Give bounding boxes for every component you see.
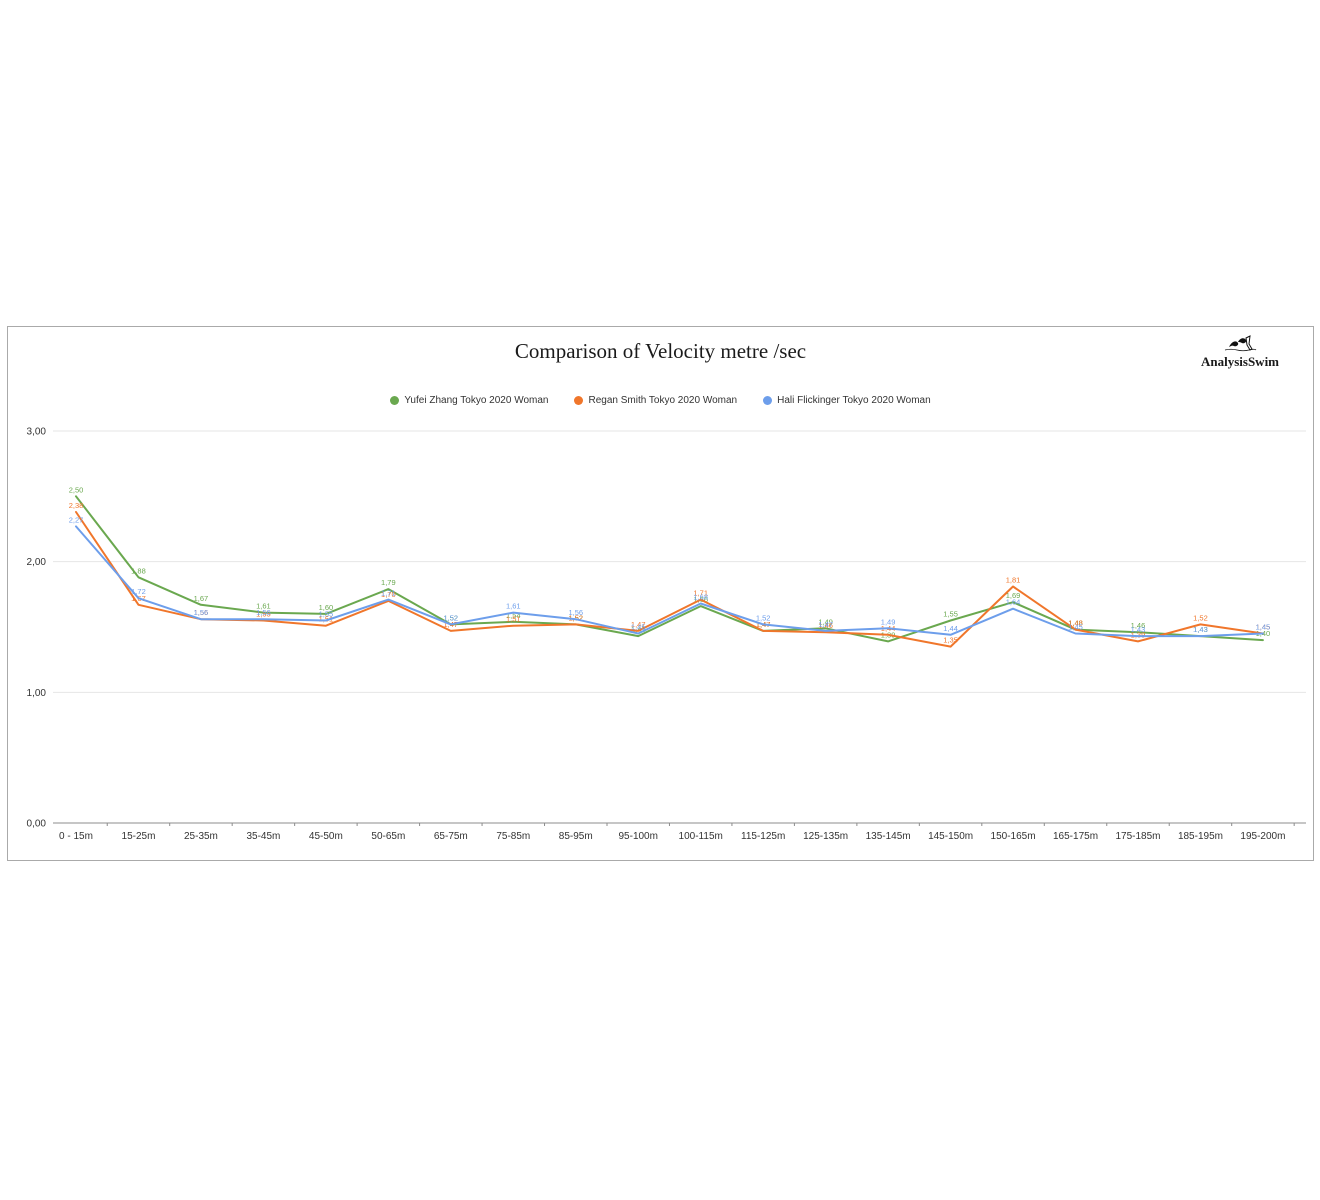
x-category-label: 50-65m <box>371 831 405 842</box>
x-category-label: 115-125m <box>741 831 785 842</box>
data-label: 1,45 <box>1256 623 1271 632</box>
data-label: 1,52 <box>444 613 459 622</box>
legend-dot <box>574 396 584 405</box>
data-label: 1,55 <box>943 609 958 618</box>
x-category-label: 95-100m <box>618 831 657 842</box>
data-label: 2,50 <box>69 485 84 494</box>
data-label: 1,46 <box>818 621 833 630</box>
chart-legend: Yufei Zhang Tokyo 2020 Woman Regan Smith … <box>8 395 1313 406</box>
analysisswim-logo: AnalysisSwim <box>1195 335 1285 371</box>
legend-dot <box>390 396 400 405</box>
data-label: 1,55 <box>319 609 334 618</box>
data-label: 1,81 <box>1006 575 1021 584</box>
legend-item-3[interactable]: Hali Flickinger Tokyo 2020 Woman <box>763 395 931 406</box>
chart-title: Comparison of Velocity metre /sec <box>514 339 807 363</box>
x-category-label: 75-85m <box>496 831 530 842</box>
data-label: 1,49 <box>818 617 833 626</box>
series-line-2 <box>75 511 1264 648</box>
legend-item-2[interactable]: Regan Smith Tokyo 2020 Woman <box>574 395 737 406</box>
x-category-label: 15-25m <box>122 831 156 842</box>
data-label: 1,45 <box>1256 623 1271 632</box>
x-category-label: 65-75m <box>434 831 468 842</box>
x-category-label: 85-95m <box>559 831 593 842</box>
x-category-label: 25-35m <box>184 831 218 842</box>
data-label: 1,52 <box>756 613 771 622</box>
x-category-label: 145-150m <box>928 831 973 842</box>
series-line-3 <box>75 525 1264 638</box>
x-category-label: 165-175m <box>1053 831 1098 842</box>
data-label: 1,45 <box>1068 623 1083 632</box>
y-tick-label: 3,00 <box>27 426 47 437</box>
data-label: 1,47 <box>818 620 833 629</box>
series-line-1 <box>75 495 1264 643</box>
x-category-label: 195-200m <box>1240 831 1285 842</box>
legend-label: Regan Smith Tokyo 2020 Woman <box>588 395 738 406</box>
x-category-label: 35-45m <box>246 831 280 842</box>
data-label: 2,27 <box>69 515 84 524</box>
data-label: 1,60 <box>319 603 334 612</box>
data-label: 1,88 <box>131 566 146 575</box>
data-label: 1,51 <box>506 615 521 624</box>
data-label: 1,69 <box>1006 591 1021 600</box>
data-label: 1,56 <box>256 608 271 617</box>
x-category-label: 135-145m <box>866 831 911 842</box>
velocity-chart-card: Comparison of Velocity metre /sec Analys… <box>7 326 1314 861</box>
data-label: 1,67 <box>194 594 209 603</box>
data-label: 1,71 <box>381 589 396 598</box>
data-label: 1,39 <box>1131 630 1146 639</box>
velocity-line-chart: 0,00 1,00 2,00 3,00 0 - 15m 15-25m 25-35m 35-45… <box>27 426 1306 842</box>
x-category-label: 0 - 15m <box>59 831 93 842</box>
data-label: 1,71 <box>693 589 708 598</box>
data-label: 1,43 <box>1193 625 1208 634</box>
data-label: 1,64 <box>1006 598 1021 607</box>
x-category-label: 150-165m <box>991 831 1036 842</box>
data-label: 1,70 <box>381 590 396 599</box>
data-label: 1,51 <box>319 615 334 624</box>
x-category-label: 185-195m <box>1178 831 1223 842</box>
data-label: 1,48 <box>1068 619 1083 628</box>
legend-label: Hali Flickinger Tokyo 2020 Woman <box>777 395 931 406</box>
data-label: 1,68 <box>693 592 708 601</box>
y-tick-label: 1,00 <box>27 688 47 699</box>
y-tick-label: 2,00 <box>27 557 47 568</box>
data-label: 1,54 <box>506 611 521 620</box>
legend-item-1[interactable]: Yufei Zhang Tokyo 2020 Woman <box>390 395 548 406</box>
data-label: 1,56 <box>568 608 583 617</box>
data-label: 1,47 <box>631 620 646 629</box>
x-category-label: 175-185m <box>1115 831 1160 842</box>
data-label: 1,49 <box>881 617 896 626</box>
data-label: 1,56 <box>194 608 209 617</box>
legend-label: Yufei Zhang Tokyo 2020 Woman <box>404 395 549 406</box>
data-label: 2,38 <box>69 501 84 510</box>
data-label: 1,61 <box>256 602 271 611</box>
data-label: 1,56 <box>194 608 209 617</box>
data-label: 1,45 <box>631 623 646 632</box>
data-label: 1,52 <box>568 613 583 622</box>
data-label: 1,43 <box>1131 625 1146 634</box>
x-category-label: 45-50m <box>309 831 343 842</box>
data-label: 1,52 <box>568 613 583 622</box>
data-label: 1,43 <box>1193 625 1208 634</box>
data-label: 1,48 <box>1068 619 1083 628</box>
data-label: 1,44 <box>943 624 958 633</box>
y-tick-label: 0,00 <box>27 819 47 830</box>
swimmer-icon <box>1224 335 1257 352</box>
data-label: 1,55 <box>256 609 271 618</box>
logo-text: AnalysisSwim <box>1200 354 1280 369</box>
data-label: 1,72 <box>131 587 146 596</box>
data-label: 1,61 <box>506 602 521 611</box>
data-label: 1,79 <box>381 578 396 587</box>
data-label: 1,43 <box>631 625 646 634</box>
x-category-label: 100-115m <box>679 831 723 842</box>
data-label: 1,52 <box>444 613 459 622</box>
data-label: 1,35 <box>943 636 958 645</box>
data-label: 1,52 <box>1193 613 1208 622</box>
legend-dot <box>763 396 773 405</box>
x-category-label: 125-135m <box>803 831 848 842</box>
data-label: 1,46 <box>1131 621 1146 630</box>
